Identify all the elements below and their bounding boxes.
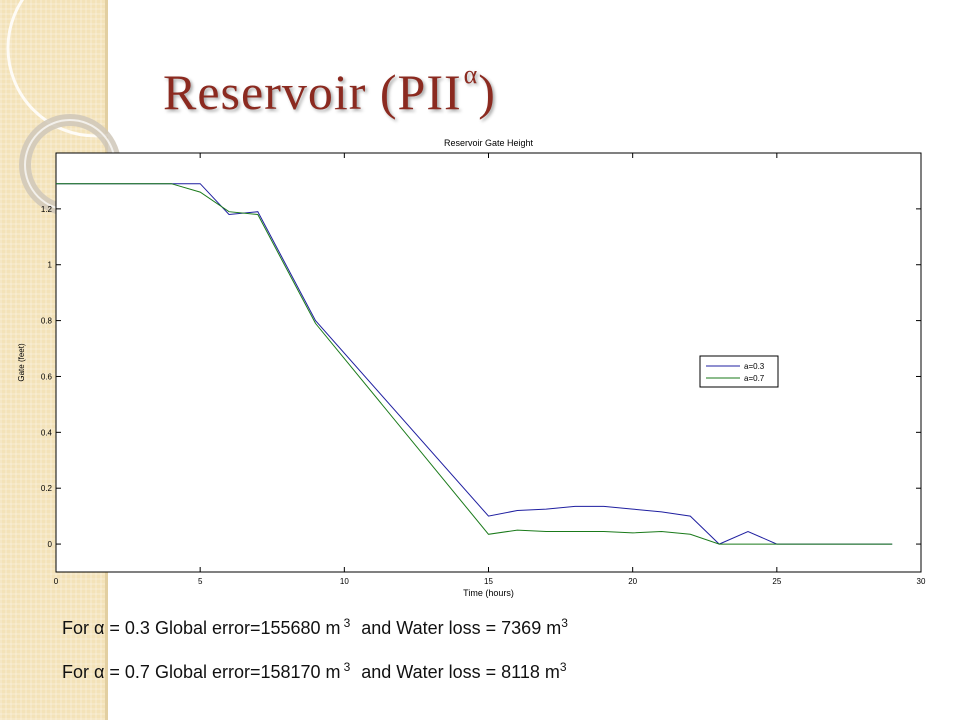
slide-title-text: Reservoir (PII	[163, 64, 462, 120]
note-sup: 3	[343, 660, 351, 674]
y-tick-label: 0.2	[41, 484, 53, 493]
y-tick-label: 0.4	[41, 428, 53, 437]
x-tick-label: 0	[54, 577, 59, 586]
x-tick-label: 25	[772, 577, 781, 586]
note-sup: 3	[561, 616, 568, 630]
x-tick-label: 5	[198, 577, 203, 586]
x-tick-label: 10	[340, 577, 349, 586]
note-sup: 3	[559, 660, 567, 674]
x-tick-label: 30	[917, 577, 926, 586]
series-line-2	[56, 183, 893, 545]
y-tick-label: 1.2	[41, 205, 53, 214]
x-tick-label: 15	[484, 577, 493, 586]
y-tick-label: 0	[48, 540, 53, 549]
y-tick-label: 0.6	[41, 372, 53, 381]
note-prefix: For α = 0.3 Global error=155680 m	[62, 618, 341, 638]
y-tick-label: 0.8	[41, 317, 53, 326]
slide-title-close: )	[478, 64, 496, 120]
chart-title: Reservoir Gate Height	[444, 138, 534, 148]
y-axis-label: Gate (feet)	[17, 343, 26, 382]
note-sup: 3	[343, 616, 351, 630]
legend-label-1: a=0.3	[744, 362, 765, 371]
x-tick-label: 20	[628, 577, 637, 586]
note-prefix: For α = 0.7 Global error=158170 m	[62, 662, 341, 682]
slide-title-alpha: α	[463, 60, 479, 89]
series-line-1	[56, 183, 893, 545]
plot-area	[55, 152, 922, 573]
note-water-loss: and Water loss = 8118 m	[361, 662, 560, 682]
note-water-loss: and Water loss = 7369 m	[361, 618, 562, 638]
x-axis-label: Time (hours)	[463, 588, 514, 598]
legend-box	[699, 355, 779, 388]
slide-title: Reservoir (PIIα)	[163, 60, 496, 121]
legend-label-2: a=0.7	[744, 374, 765, 383]
y-tick-label: 1	[48, 261, 53, 270]
